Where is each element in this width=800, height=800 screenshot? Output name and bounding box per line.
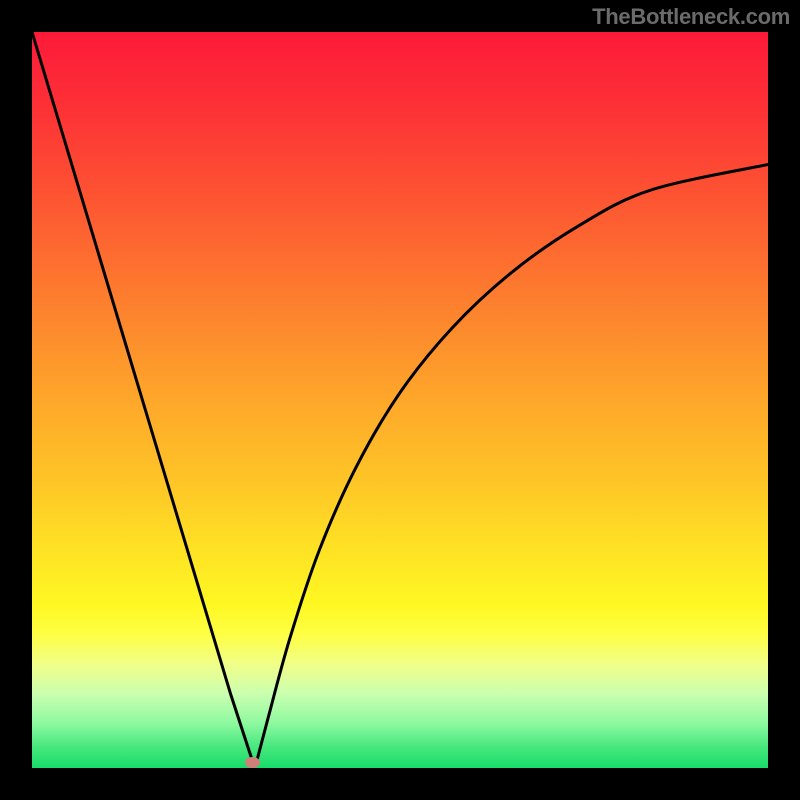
- watermark-text: TheBottleneck.com: [592, 4, 790, 30]
- optimum-marker: [245, 757, 260, 768]
- bottleneck-curve: [32, 32, 768, 768]
- plot-area: [32, 32, 768, 768]
